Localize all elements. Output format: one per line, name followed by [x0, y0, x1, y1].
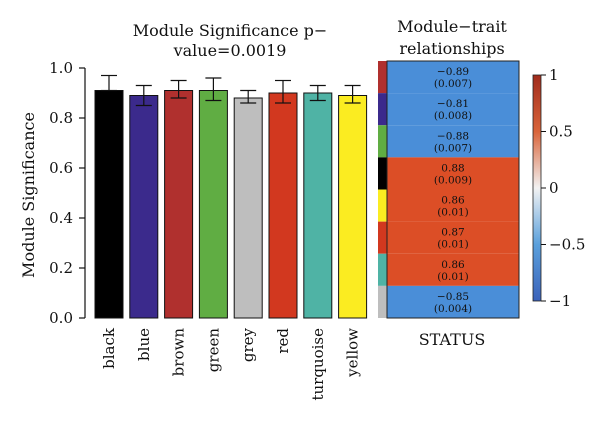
module-color-swatch-green: [378, 125, 387, 158]
module-color-swatch-brown: [378, 61, 387, 94]
heatmap-cell-red: [387, 221, 519, 254]
heatmap-cell-pvalue: (0.01): [437, 207, 469, 219]
heatmap-cell-pvalue: (0.008): [434, 110, 472, 122]
bar-chart-title-line2: value=0.0019: [173, 41, 287, 60]
module-color-swatch-red: [378, 221, 387, 254]
heatmap-cell-pvalue: (0.007): [434, 142, 472, 154]
heatmap-cell-pvalue: (0.01): [437, 239, 469, 251]
bar-green: [198, 90, 228, 319]
y-tick-label: 1.0: [49, 59, 73, 77]
x-tick-label-turquoise: turquoise: [309, 328, 327, 401]
x-tick-label-blue: blue: [135, 328, 153, 361]
x-tick-label-brown: brown: [170, 328, 188, 377]
module-color-swatch-turquoise: [378, 253, 387, 286]
heatmap-plot: −0.89(0.007)−0.81(0.008)−0.88(0.007)0.88…: [378, 60, 520, 319]
x-tick-label-grey: grey: [239, 327, 257, 362]
heatmap-cell-correlation: 0.86: [441, 195, 465, 207]
heatmap-cell-yellow: [387, 189, 519, 222]
colorbar-tick-label: 1: [549, 66, 559, 84]
heatmap-border: [386, 60, 520, 319]
bar-yellow: [338, 95, 368, 319]
heatmap-cell-correlation: 0.88: [441, 162, 464, 174]
y-tick-label: 0.8: [49, 109, 73, 127]
bar-blue: [129, 95, 159, 319]
bar-red: [268, 92, 298, 319]
module-color-swatch-black: [378, 157, 387, 190]
heatmap-cell-pvalue: (0.01): [437, 271, 469, 283]
module-color-swatch-grey: [378, 285, 387, 318]
bar-chart-title-line1: Module Significance p−: [133, 21, 328, 40]
colorbar-tick-label: −1: [549, 292, 571, 310]
heatmap-title-line2: relationships: [399, 39, 504, 58]
heatmap-cell-correlation: −0.85: [437, 291, 469, 303]
heatmap-cell-correlation: −0.81: [437, 98, 469, 110]
colorbar-tick-label: −0.5: [549, 236, 585, 254]
heatmap-cell-correlation: 0.86: [441, 259, 465, 271]
x-tick-label-red: red: [274, 328, 292, 354]
bar-grey: [233, 97, 263, 319]
y-tick-label: 0.0: [49, 309, 73, 327]
heatmap-cell-correlation: −0.89: [437, 66, 469, 78]
colorbar-tick-label: 0: [549, 179, 559, 197]
heatmap-cell-pvalue: (0.004): [434, 303, 472, 315]
y-tick-label: 0.6: [49, 159, 73, 177]
bar-chart-plot: 0.0 0.2 0.4 0.6 0.8 1.0 black blue brown green gre…: [49, 59, 368, 401]
heatmap-cell-black: [387, 157, 519, 190]
heatmap-cell-pvalue: (0.009): [434, 174, 472, 186]
bar-chart-y-axis-label: Module Significance: [19, 112, 38, 278]
heatmap-cell-green: [387, 125, 519, 158]
y-tick-label: 0.2: [49, 259, 73, 277]
bar-brown: [164, 90, 194, 319]
heatmap-title-line1: Module−trait: [397, 17, 507, 36]
x-tick-label-green: green: [204, 328, 222, 373]
colorbar-tick-label: 0.5: [549, 123, 573, 141]
heatmap-cell-correlation: −0.88: [437, 130, 469, 142]
heatmap-cell-turquoise: [387, 253, 519, 286]
heatmap-cell-blue: [387, 93, 519, 126]
heatmap-cell-correlation: 0.87: [441, 227, 464, 239]
module-color-swatch-yellow: [378, 189, 387, 222]
y-tick-label: 0.4: [49, 209, 73, 227]
x-tick-label-black: black: [100, 327, 118, 369]
heatmap-cell-pvalue: (0.007): [434, 78, 472, 90]
heatmap-x-axis-label: STATUS: [419, 330, 486, 349]
bar-turquoise: [303, 92, 333, 319]
heatmap-cell-grey: [387, 285, 519, 318]
heatmap-cell-brown: [387, 61, 519, 94]
bar-black: [94, 90, 124, 319]
x-tick-label-yellow: yellow: [344, 328, 362, 378]
colorbar-gradient: [532, 74, 542, 302]
module-color-swatch-blue: [378, 93, 387, 126]
heatmap-colorbar: 1 0.5 0 −0.5 −1: [532, 66, 585, 310]
